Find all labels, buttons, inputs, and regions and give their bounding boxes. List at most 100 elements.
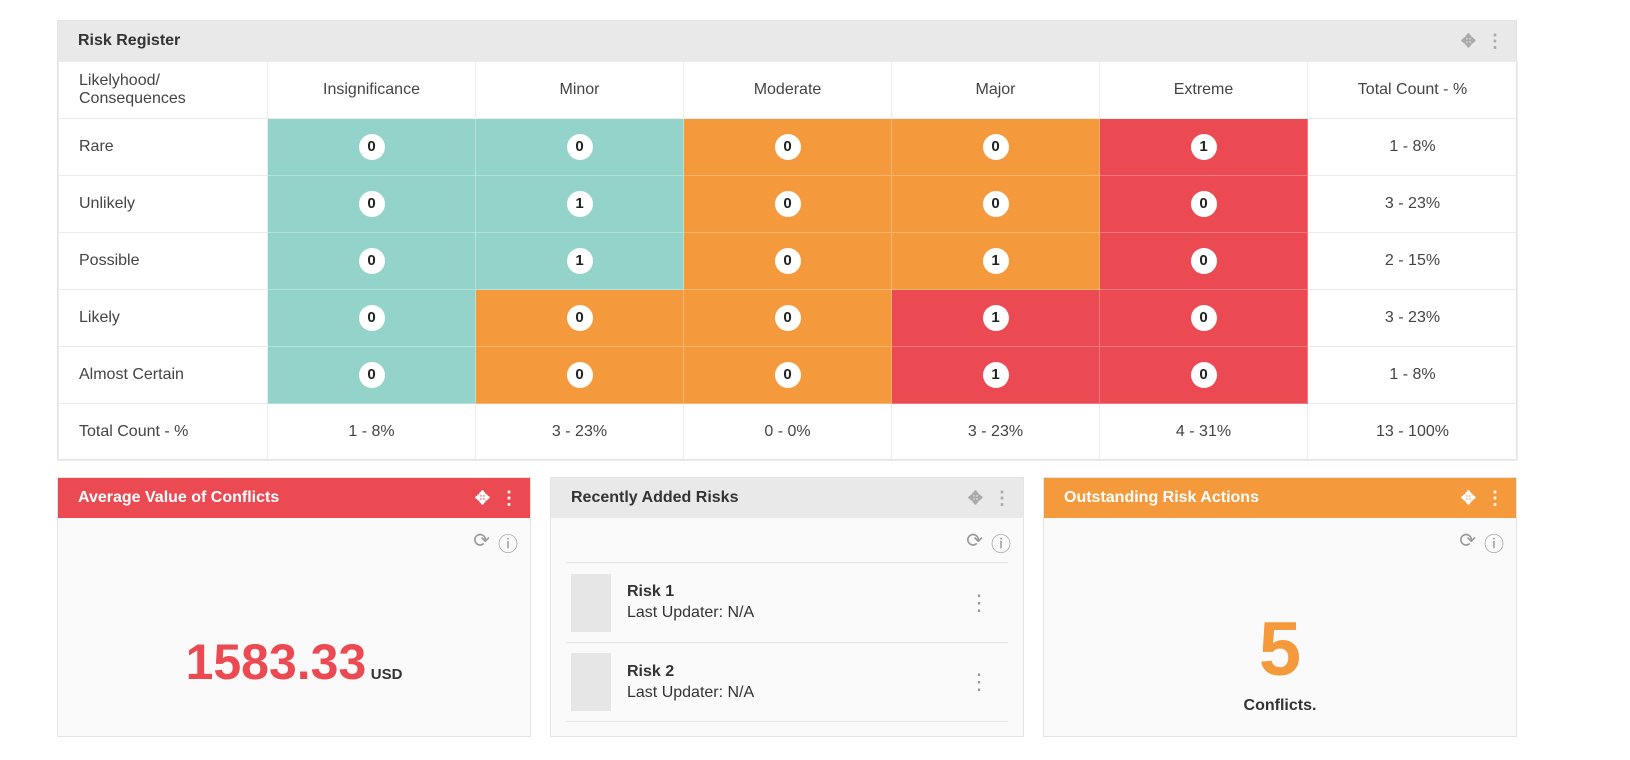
more-icon[interactable]: ⋮ (968, 589, 990, 615)
column-header: Total Count - % (1307, 61, 1518, 119)
risk-cell[interactable]: 0 (683, 232, 892, 290)
info-icon[interactable]: ⓘ (991, 534, 1011, 556)
panel-title: Risk Register (78, 32, 181, 49)
risk-cell[interactable]: 1 (891, 232, 1100, 290)
more-icon[interactable]: ⋮ (1486, 31, 1504, 51)
list-item[interactable]: Risk 2 Last Updater: N/A ⋮ (566, 642, 1008, 722)
more-icon[interactable]: ⋮ (1486, 488, 1504, 508)
row-label: Likely (58, 289, 268, 347)
risk-cell[interactable]: 0 (891, 175, 1100, 233)
table-row: Rare 0 0 0 0 1 1 - 8% (58, 118, 1518, 176)
column-header: Insignificance (267, 61, 476, 119)
average-value: 1583.33 (185, 634, 367, 690)
risk-cell[interactable]: 0 (267, 175, 476, 233)
column-header: Moderate (683, 61, 892, 119)
risk-cell[interactable]: 0 (475, 118, 684, 176)
panel-header: Risk Register ✥ ⋮ (58, 21, 1516, 61)
info-icon[interactable]: ⓘ (1484, 534, 1504, 556)
panel-title: Recently Added Risks (571, 489, 739, 506)
risk-cell[interactable]: 1 (1099, 118, 1308, 176)
count-badge: 1 (566, 248, 593, 274)
risk-cell[interactable]: 0 (267, 346, 476, 404)
column-total: 3 - 23% (475, 403, 684, 461)
risk-cell[interactable]: 0 (683, 346, 892, 404)
move-icon[interactable]: ✥ (474, 488, 490, 508)
risk-cell[interactable]: 0 (267, 118, 476, 176)
more-icon[interactable]: ⋮ (968, 669, 990, 694)
row-total: 2 - 15% (1307, 232, 1518, 290)
count-badge: 0 (774, 362, 801, 388)
count-badge: 0 (566, 134, 593, 160)
risk-cell[interactable]: 0 (475, 346, 684, 404)
risk-cell[interactable]: 0 (1099, 346, 1308, 404)
risk-cell[interactable]: 0 (267, 289, 476, 347)
risk-cell[interactable]: 1 (891, 346, 1100, 404)
risk-cell[interactable]: 0 (683, 289, 892, 347)
risk-cell[interactable]: 1 (475, 175, 684, 233)
count-badge: 0 (566, 305, 593, 331)
count-badge: 0 (1190, 362, 1217, 388)
risk-matrix: Likelyhood/ Consequences Insignificance Mi… (58, 61, 1518, 461)
count-badge: 1 (982, 362, 1009, 388)
table-row: Possible 0 1 0 1 0 2 - 15% (58, 232, 1518, 290)
move-icon[interactable]: ✥ (1460, 488, 1476, 508)
count-badge: 0 (774, 248, 801, 274)
count-badge: 0 (774, 134, 801, 160)
count-badge: 0 (774, 191, 801, 217)
risk-cell[interactable]: 0 (1099, 232, 1308, 290)
count-badge: 0 (358, 134, 385, 160)
count-badge: 0 (774, 305, 801, 331)
risk-cell[interactable]: 0 (891, 118, 1100, 176)
table-row: Almost Certain 0 0 0 1 0 1 - 8% (58, 346, 1518, 404)
column-total: 0 - 0% (683, 403, 892, 461)
outstanding-risk-actions-panel: Outstanding Risk Actions ✥ ⋮ ⟳ ⓘ 5 Conflict… (1043, 477, 1517, 737)
count-badge: 0 (358, 362, 385, 388)
totals-row: Total Count - % 1 - 8% 3 - 23% 0 - 0% 3 - 23… (58, 403, 1518, 461)
risk-cell[interactable]: 0 (1099, 289, 1308, 347)
move-icon[interactable]: ✥ (1460, 31, 1476, 51)
count-badge: 0 (566, 362, 593, 388)
count-badge: 0 (1190, 191, 1217, 217)
corner-header: Likelyhood/ Consequences (58, 61, 268, 119)
move-icon[interactable]: ✥ (967, 488, 983, 508)
risk-cell[interactable]: 0 (683, 118, 892, 176)
risk-cell[interactable]: 0 (475, 289, 684, 347)
risk-cell[interactable]: 1 (891, 289, 1100, 347)
more-icon[interactable]: ⋮ (500, 488, 518, 508)
column-total: 4 - 31% (1099, 403, 1308, 461)
row-total: 1 - 8% (1307, 346, 1518, 404)
panel-title: Outstanding Risk Actions (1064, 489, 1259, 506)
panel-title: Average Value of Conflicts (78, 489, 280, 506)
risk-cell[interactable]: 0 (683, 175, 892, 233)
table-row: Likely 0 0 0 1 0 3 - 23% (58, 289, 1518, 347)
risk-cell[interactable]: 1 (475, 232, 684, 290)
column-total: 1 - 8% (267, 403, 476, 461)
refresh-icon[interactable]: ⟳ (1459, 530, 1476, 552)
column-header: Extreme (1099, 61, 1308, 119)
risk-thumbnail (571, 653, 611, 711)
row-label: Total Count - % (58, 403, 268, 461)
count-badge: 1 (982, 305, 1009, 331)
count-badge: 0 (358, 305, 385, 331)
info-icon[interactable]: ⓘ (498, 534, 518, 556)
row-total: 3 - 23% (1307, 175, 1518, 233)
list-item[interactable]: Risk 1 Last Updater: N/A ⋮ (566, 562, 1008, 642)
currency-unit: USD (370, 666, 403, 683)
column-header: Minor (475, 61, 684, 119)
risk-thumbnail (571, 573, 611, 632)
average-value-panel: Average Value of Conflicts ✥ ⋮ ⟳ ⓘ 1583.33 … (57, 477, 531, 737)
header-row: Likelyhood/ Consequences Insignificance Mi… (58, 61, 1518, 119)
refresh-icon[interactable]: ⟳ (966, 530, 983, 552)
column-total: 3 - 23% (891, 403, 1100, 461)
count-badge: 1 (982, 248, 1009, 274)
risk-name: Risk 2 (627, 662, 675, 680)
risk-cell[interactable]: 0 (1099, 175, 1308, 233)
outstanding-count: 5 (1258, 607, 1302, 692)
risk-updater: Last Updater: N/A (627, 683, 755, 701)
more-icon[interactable]: ⋮ (993, 488, 1011, 508)
count-badge: 0 (982, 191, 1009, 217)
refresh-icon[interactable]: ⟳ (473, 530, 490, 552)
count-badge: 1 (1190, 134, 1217, 160)
count-badge: 0 (358, 191, 385, 217)
risk-cell[interactable]: 0 (267, 232, 476, 290)
